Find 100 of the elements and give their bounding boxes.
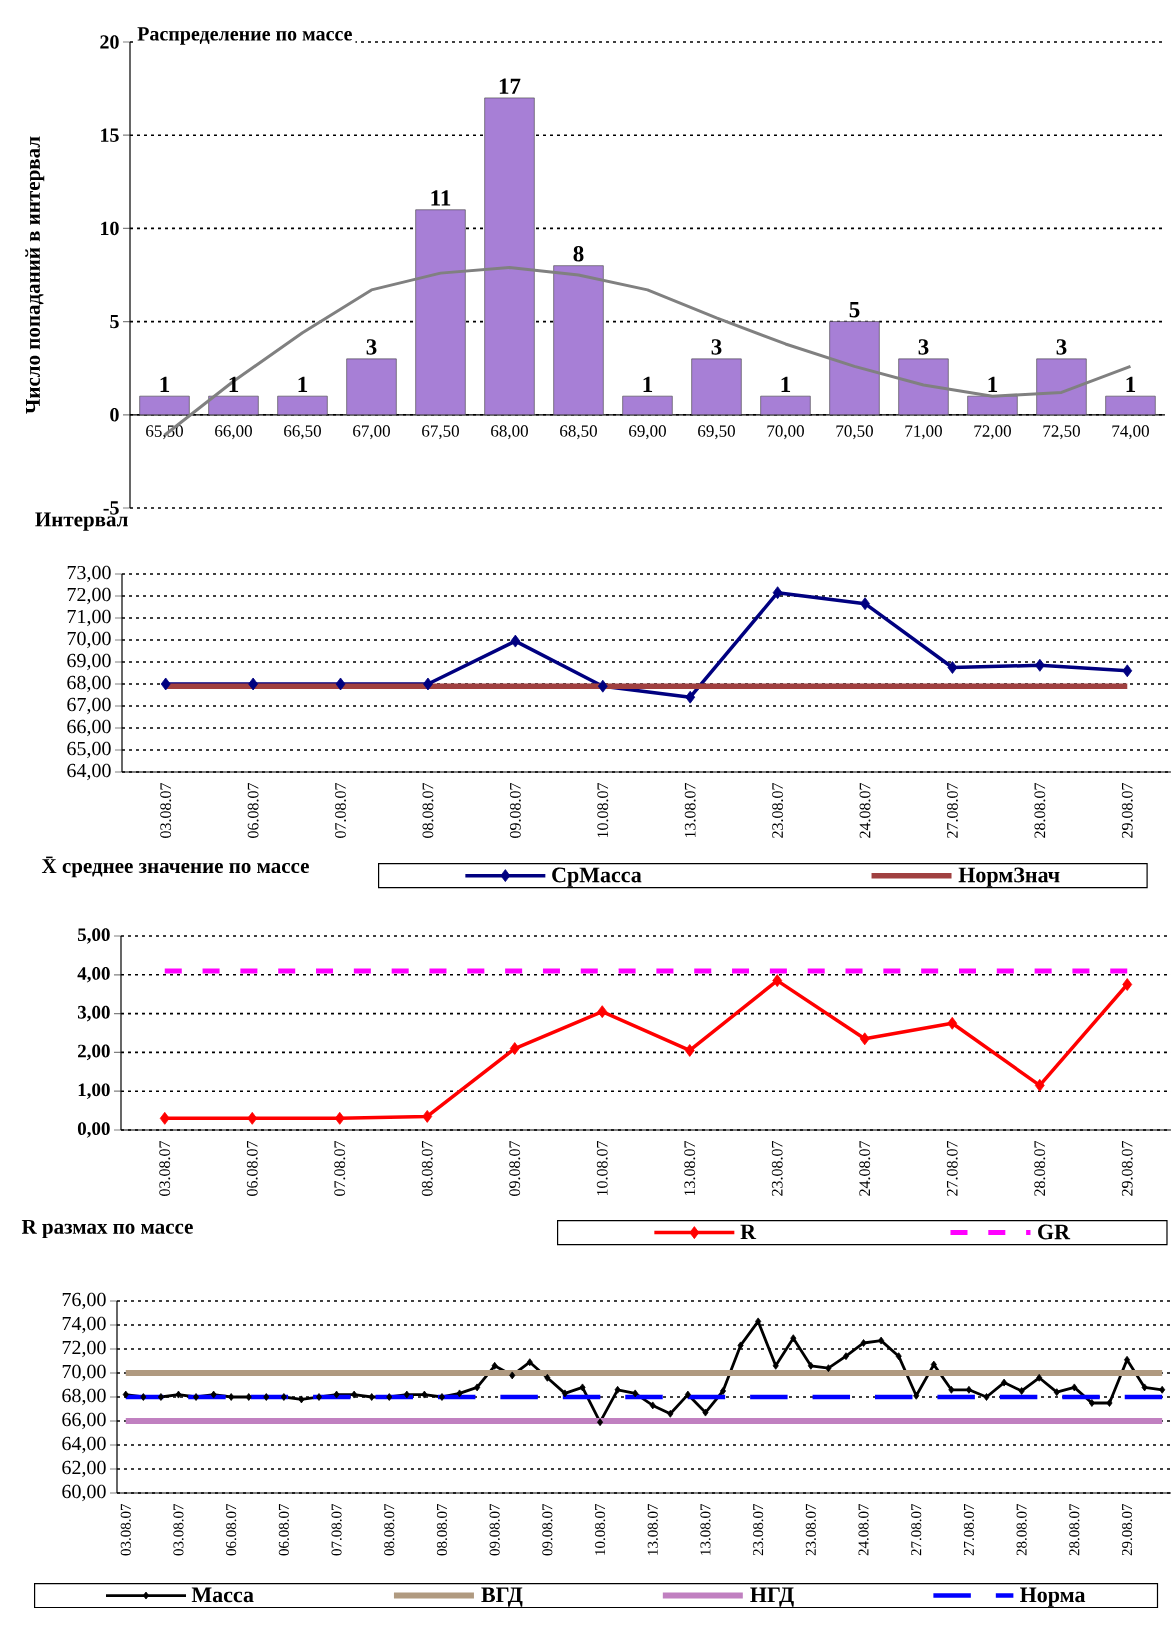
- x-tick-label: 07.08.07: [331, 1503, 342, 1556]
- x-tick-label: 68,50: [560, 425, 597, 440]
- bar: [967, 395, 1018, 416]
- point: [247, 1111, 258, 1125]
- bar: [898, 358, 949, 416]
- point: [948, 1385, 955, 1394]
- point: [614, 1385, 621, 1394]
- point: [248, 677, 259, 691]
- point: [720, 1387, 727, 1395]
- x-tick-label: 74,00: [1112, 425, 1149, 440]
- x-tick-label: 13.08.07: [684, 782, 696, 838]
- x-tick-label: 23.08.07: [772, 782, 784, 838]
- y-tick-label: 10: [101, 221, 119, 236]
- y-tick-label: 0: [110, 408, 119, 422]
- x-tick-label: 67,50: [422, 425, 459, 440]
- y-tick-label: 72,00: [62, 1340, 106, 1358]
- data-label: 8: [573, 245, 584, 262]
- data-label: 3: [1056, 339, 1067, 355]
- legend-label: Норма: [1020, 1587, 1086, 1607]
- x-tick-label: 09.08.07: [509, 782, 521, 838]
- point: [280, 1393, 287, 1401]
- y-tick-label: 4,00: [77, 967, 110, 983]
- x-tick-label: 08.08.07: [421, 1140, 433, 1196]
- x-tick-label: 06.08.07: [226, 1503, 237, 1556]
- point: [790, 1334, 797, 1343]
- point: [685, 690, 696, 704]
- x-tick-label: 69,50: [698, 425, 735, 440]
- point: [965, 1385, 972, 1394]
- point: [422, 1110, 433, 1123]
- x-tick-label: 27.08.07: [947, 782, 958, 838]
- point: [842, 1352, 850, 1361]
- point: [335, 677, 346, 691]
- y-tick-label: 66,00: [62, 1412, 106, 1430]
- y-tick-label: 20: [100, 35, 119, 49]
- y-tick-label: 3,00: [77, 1005, 110, 1022]
- legend-label: GR: [1038, 1224, 1071, 1240]
- data-label: 1: [298, 376, 308, 392]
- point: [859, 1032, 870, 1046]
- y-tick-label: 66,00: [67, 719, 111, 737]
- point: [140, 1393, 147, 1401]
- point: [509, 1042, 520, 1055]
- text: R размах по массе: [21, 1219, 193, 1239]
- legend-label: Масса: [191, 1587, 254, 1603]
- x-tick-label: 68,00: [491, 425, 528, 440]
- point: [509, 1371, 516, 1380]
- point: [737, 1341, 744, 1350]
- x-tick-label: 28.08.07: [1069, 1503, 1080, 1556]
- point: [579, 1383, 586, 1392]
- data-label: 3: [711, 339, 722, 355]
- point: [160, 677, 171, 691]
- point: [474, 1383, 481, 1392]
- point: [122, 1390, 129, 1399]
- x-tick-label: 07.08.07: [335, 782, 346, 838]
- y-tick-label: 67,00: [67, 697, 111, 715]
- x-tick-label: 28.08.07: [1034, 1140, 1046, 1196]
- point: [983, 1393, 990, 1401]
- x-tick-label: 23.08.07: [771, 1140, 783, 1196]
- point: [315, 1393, 323, 1401]
- data-label: 17: [499, 78, 521, 94]
- x-tick-label: 27.08.07: [963, 1503, 975, 1556]
- x-tick-label: 13.08.07: [700, 1503, 711, 1555]
- y-tick-label: 74,00: [62, 1316, 106, 1334]
- point: [333, 1390, 340, 1399]
- x-tick-label: 10.08.07: [597, 782, 609, 838]
- point: [772, 586, 783, 600]
- x-tick-label: 06.08.07: [278, 1503, 289, 1556]
- point: [544, 1373, 551, 1382]
- x-tick-label: 28.08.07: [1016, 1503, 1027, 1556]
- bar: [346, 358, 397, 416]
- point: [597, 679, 608, 693]
- y-tick-label: 72,00: [67, 587, 111, 605]
- point: [1034, 1078, 1045, 1092]
- data-label: 1: [160, 376, 170, 392]
- point: [403, 1390, 410, 1399]
- point: [456, 1389, 463, 1398]
- x-tick-label: 08.08.07: [384, 1503, 395, 1556]
- text: X̄ среднее значение по массе: [41, 856, 309, 878]
- x-tick-label: 09.08.07: [542, 1503, 553, 1556]
- point: [632, 1389, 639, 1398]
- x-tick-label: 28.08.07: [1034, 782, 1046, 838]
- point: [825, 1364, 832, 1373]
- y-tick-label: 70,00: [62, 1364, 106, 1382]
- point: [684, 1044, 695, 1057]
- point: [386, 1393, 393, 1401]
- x-tick-label: 03.08.07: [159, 1140, 171, 1196]
- x-tick-label: 07.08.07: [334, 1140, 346, 1196]
- y-tick-label: 0,00: [77, 1122, 110, 1138]
- y-tick-label: 62,00: [62, 1460, 106, 1478]
- x-tick-label: 13.08.07: [684, 1140, 696, 1196]
- x-tick-label: 06.08.07: [247, 782, 259, 838]
- x-tick-label: 69,00: [629, 425, 666, 440]
- point: [895, 1352, 902, 1361]
- point: [245, 1393, 252, 1401]
- x-tick-label: 70,50: [836, 425, 873, 440]
- bar: [760, 395, 811, 416]
- bar: [1105, 395, 1156, 416]
- point: [667, 1409, 674, 1418]
- point: [421, 1390, 428, 1399]
- point: [159, 1111, 170, 1125]
- x-tick-label: 70,00: [767, 425, 804, 440]
